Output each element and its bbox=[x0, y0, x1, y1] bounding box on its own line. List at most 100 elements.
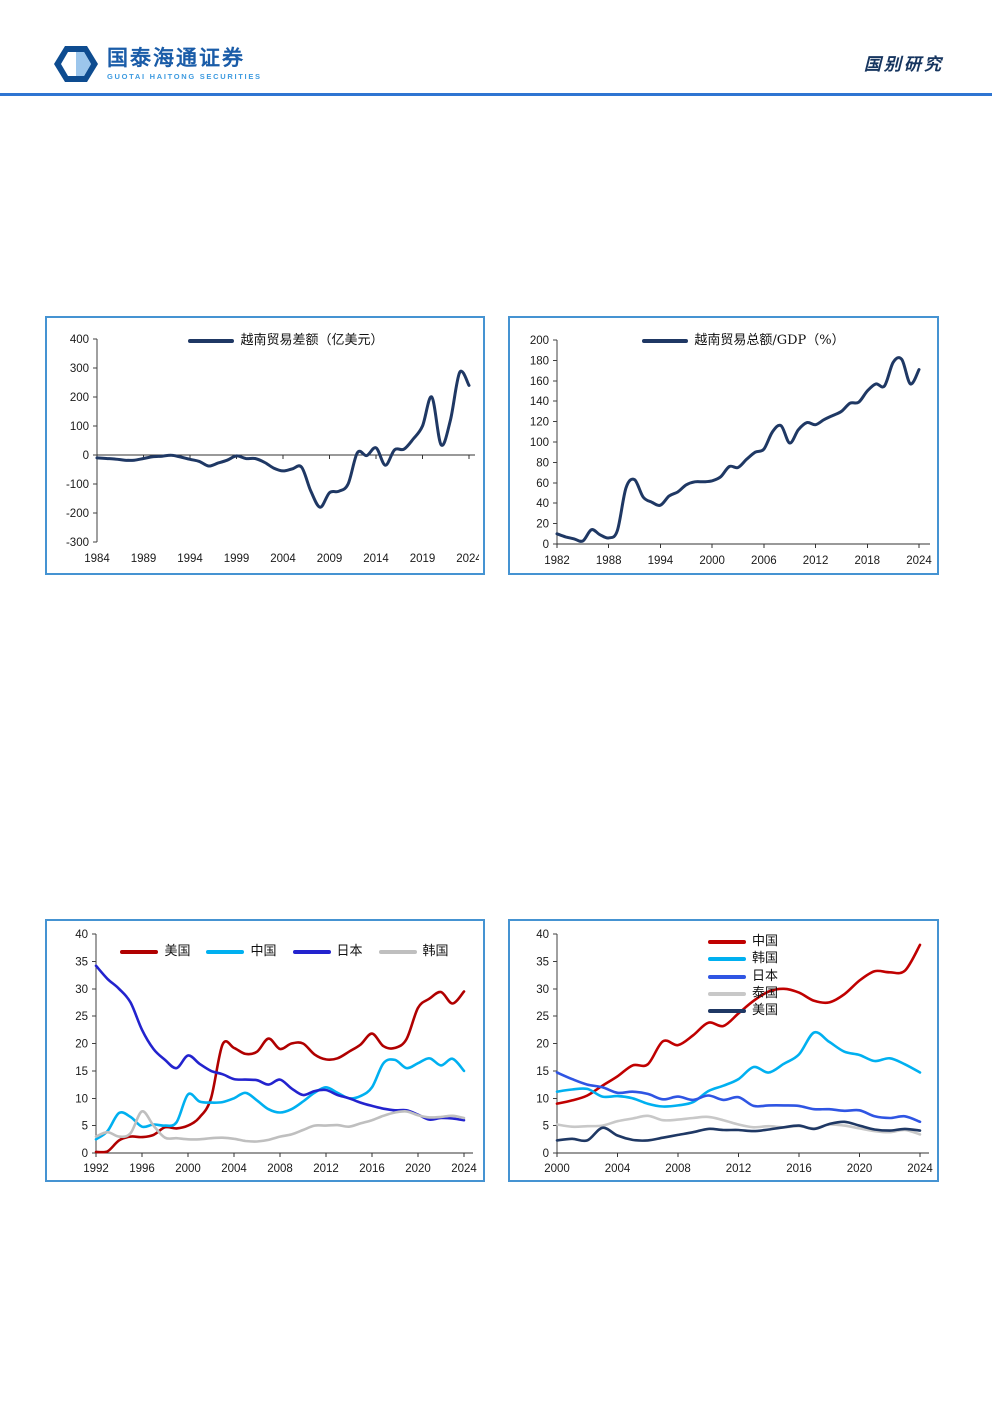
y-tick-label: 0 bbox=[543, 1148, 549, 1160]
y-tick-label: -300 bbox=[66, 537, 89, 549]
x-tick-label: 1994 bbox=[648, 555, 674, 567]
series-line-韩国 bbox=[555, 1030, 922, 1108]
y-tick-label: 5 bbox=[543, 1121, 549, 1133]
vietnam-trade-balance-plot: -300 -200 -100 0 100 200 300 400 1984 1989 1994 199… bbox=[66, 334, 479, 565]
series-line-日本 bbox=[555, 1071, 922, 1124]
legend-label: 越南贸易差额（亿美元） bbox=[240, 333, 384, 348]
legend-label: 韩国 bbox=[751, 951, 778, 967]
legend-item-日本: 日本 bbox=[707, 969, 778, 984]
y-tick-label: 20 bbox=[536, 1039, 549, 1051]
x-tick-label: 1989 bbox=[131, 553, 157, 565]
legend-line-swatch bbox=[120, 950, 159, 955]
logo-hexagon-icon bbox=[54, 46, 98, 82]
x-tick-label: 2008 bbox=[665, 1163, 691, 1175]
x-tick-label: 2016 bbox=[359, 1163, 385, 1175]
header-rule bbox=[0, 93, 992, 96]
legend-item-中国: 中国 bbox=[707, 934, 778, 949]
legend-vietnam-trade-balance: 越南贸易差额（亿美元） bbox=[97, 333, 475, 348]
series-line-越南贸易差额（亿美元） bbox=[95, 369, 471, 509]
x-tick-label: 2024 bbox=[907, 1163, 933, 1175]
legend-line-swatch bbox=[292, 950, 331, 955]
legend-label: 中国 bbox=[751, 934, 778, 949]
x-tick-label: 2004 bbox=[605, 1163, 631, 1175]
series-line-美国 bbox=[94, 990, 466, 1154]
series-line-越南贸易总额/GDP（%） bbox=[555, 356, 921, 543]
x-tick-label: 2019 bbox=[410, 553, 436, 565]
x-tick-label: 2018 bbox=[854, 555, 880, 567]
legend-vietnam-trade-gdp: 越南贸易总额/GDP（%） bbox=[557, 333, 930, 348]
x-tick-label: 2024 bbox=[451, 1163, 477, 1175]
legend-partner-share-2000: 中国韩国日本 泰国美国 bbox=[557, 934, 929, 1019]
legend-line-swatch bbox=[707, 957, 746, 962]
chart-box-partner-share-1992: 0 5 10 15 20 25 30 35 40 1992 1996 2000 2004 2008 2012… bbox=[45, 919, 485, 1182]
y-tick-label: 200 bbox=[530, 335, 549, 347]
x-tick-label: 1988 bbox=[596, 555, 622, 567]
legend-item-韩国: 韩国 bbox=[378, 944, 449, 959]
partner-share-1992-plot: 0 5 10 15 20 25 30 35 40 1992 1996 2000 2004 2008 2012… bbox=[75, 929, 477, 1175]
brand-logo: 国泰海通证券 GUOTAI HAITONG SECURITIES bbox=[54, 44, 262, 84]
y-tick-label: 60 bbox=[536, 478, 549, 490]
x-tick-label: 2004 bbox=[270, 553, 296, 565]
x-tick-label: 2024 bbox=[906, 555, 932, 567]
x-tick-label: 2012 bbox=[313, 1163, 339, 1175]
legend-label: 日本 bbox=[336, 944, 363, 959]
legend-item-中国: 中国 bbox=[206, 944, 277, 959]
legend-item-泰国: 泰国 bbox=[707, 985, 778, 1001]
y-tick-label: 160 bbox=[530, 376, 549, 388]
y-tick-label: 20 bbox=[75, 1039, 88, 1051]
x-tick-label: 2020 bbox=[405, 1163, 431, 1175]
legend-line-swatch bbox=[707, 974, 746, 979]
y-tick-label: 140 bbox=[530, 396, 549, 408]
chart-box-vietnam-trade-gdp-ratio: 0 20 40 60 80 100 120 140 160 180 200 1982 1988 1994 2… bbox=[508, 316, 939, 575]
y-tick-label: 30 bbox=[536, 984, 549, 996]
legend-line-swatch bbox=[707, 940, 746, 945]
legend-label: 美国 bbox=[164, 944, 191, 959]
legend-item-美国: 美国 bbox=[120, 944, 191, 959]
y-tick-label: 40 bbox=[536, 498, 549, 510]
section-title: 国别研究 bbox=[864, 55, 944, 75]
legend-label: 中国 bbox=[250, 944, 277, 959]
chart-box-vietnam-trade-balance: -300 -200 -100 0 100 200 300 400 1984 1989 1994 199… bbox=[45, 316, 485, 575]
legend-line-swatch bbox=[707, 1009, 746, 1014]
legend-label: 越南贸易总额/GDP（%） bbox=[694, 333, 845, 348]
y-tick-label: 200 bbox=[70, 392, 89, 404]
x-tick-label: 2016 bbox=[786, 1163, 812, 1175]
x-tick-label: 2009 bbox=[317, 553, 343, 565]
legend-label: 泰国 bbox=[751, 985, 778, 1001]
y-tick-label: 0 bbox=[83, 450, 89, 462]
series-line-美国 bbox=[555, 1120, 922, 1143]
series-line-泰国 bbox=[555, 1114, 922, 1136]
y-tick-label: 15 bbox=[536, 1066, 549, 1078]
legend-item-越南贸易总额/GDP（%）: 越南贸易总额/GDP（%） bbox=[642, 333, 845, 348]
x-tick-label: 2004 bbox=[221, 1163, 247, 1175]
y-tick-label: 120 bbox=[530, 417, 549, 429]
x-tick-label: 2000 bbox=[699, 555, 725, 567]
legend-label: 美国 bbox=[751, 1003, 778, 1019]
y-tick-label: 30 bbox=[75, 984, 88, 996]
legend-line-swatch bbox=[378, 950, 417, 955]
legend-label: 韩国 bbox=[422, 944, 449, 959]
y-tick-label: 10 bbox=[536, 1093, 549, 1105]
y-tick-label: 100 bbox=[530, 437, 549, 449]
legend-partner-share-1992: 美国 中国 日本 韩国 bbox=[96, 944, 473, 959]
y-tick-label: -200 bbox=[66, 508, 89, 520]
x-tick-label: 2012 bbox=[726, 1163, 752, 1175]
x-tick-label: 2024 bbox=[456, 553, 479, 565]
legend-item-越南贸易差额（亿美元）: 越南贸易差额（亿美元） bbox=[188, 333, 384, 348]
x-tick-label: 2008 bbox=[267, 1163, 293, 1175]
partner-share-2000-plot: 0 5 10 15 20 25 30 35 40 2000 2004 2008 2012 2016 2020… bbox=[536, 929, 933, 1175]
y-tick-label: 180 bbox=[530, 355, 549, 367]
y-tick-label: 400 bbox=[70, 334, 89, 346]
legend-line-swatch bbox=[188, 339, 235, 344]
y-tick-label: 15 bbox=[75, 1066, 88, 1078]
x-tick-label: 1996 bbox=[129, 1163, 155, 1175]
logo-cn-text: 国泰海通证券 bbox=[107, 45, 245, 70]
y-tick-label: 80 bbox=[536, 457, 549, 469]
x-tick-label: 1992 bbox=[83, 1163, 109, 1175]
x-tick-label: 2014 bbox=[363, 553, 389, 565]
y-tick-label: 100 bbox=[70, 421, 89, 433]
y-tick-label: 10 bbox=[75, 1093, 88, 1105]
y-tick-label: 300 bbox=[70, 363, 89, 375]
chart-box-partner-share-2000: 0 5 10 15 20 25 30 35 40 2000 2004 2008 2012 2016 2020… bbox=[508, 919, 939, 1182]
